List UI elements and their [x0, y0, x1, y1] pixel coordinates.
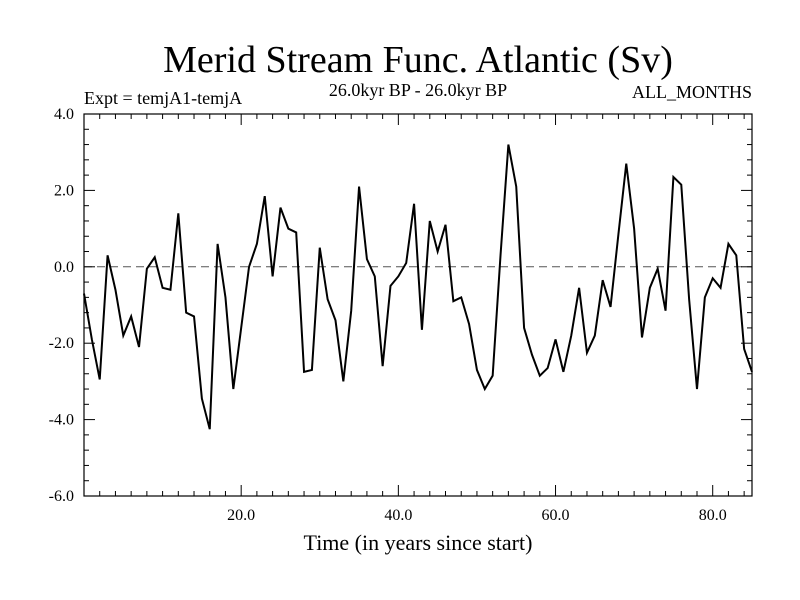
- y-tick-label: -4.0: [49, 412, 74, 429]
- y-tick-label: -6.0: [49, 488, 74, 505]
- chart-title: Merid Stream Func. Atlantic (Sv): [163, 39, 673, 81]
- y-tick-label: 0.0: [54, 259, 74, 276]
- chart-subtitle-left: Expt = temjA1-temjA: [84, 88, 242, 108]
- x-tick-label: 80.0: [699, 507, 727, 524]
- x-tick-label: 20.0: [227, 507, 255, 524]
- chart-subtitle-center: 26.0kyr BP - 26.0kyr BP: [329, 80, 507, 100]
- x-tick-label: 60.0: [542, 507, 570, 524]
- plot-frame: [83, 113, 753, 497]
- x-axis-label: Time (in years since start): [304, 530, 533, 555]
- y-tick-label: 4.0: [54, 106, 74, 123]
- series-line: [83, 144, 753, 430]
- plot-area: 20.0 40.0 60.0 80.0 -6.0 -4.0 -2.0 0.0 2.0 4.0: [49, 106, 753, 524]
- y-tick-label: -2.0: [49, 335, 74, 352]
- chart-subtitle-right: ALL_MONTHS: [632, 82, 752, 102]
- x-tick-label: 40.0: [384, 507, 412, 524]
- y-tick-label: 2.0: [54, 182, 74, 199]
